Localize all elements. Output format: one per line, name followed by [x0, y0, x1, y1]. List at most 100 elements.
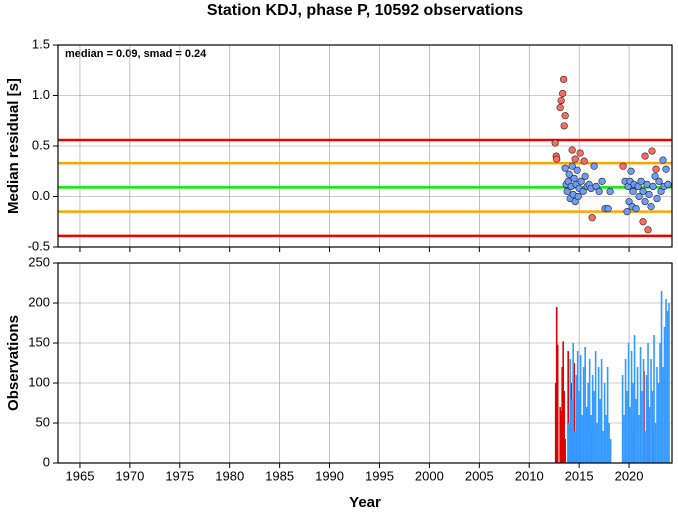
bar [567, 423, 570, 463]
point [577, 177, 585, 185]
point [659, 156, 667, 164]
point [662, 165, 670, 173]
bar [564, 439, 566, 463]
bar [623, 415, 625, 463]
bar [561, 367, 563, 463]
point [652, 165, 660, 173]
point [644, 226, 652, 234]
point [574, 192, 582, 201]
bar [588, 359, 591, 463]
bar [587, 383, 589, 463]
bar [590, 415, 592, 463]
bar [641, 391, 643, 463]
y-axis-label: Observations [5, 315, 22, 411]
bar [602, 431, 604, 463]
bar [554, 383, 557, 463]
bar [632, 383, 634, 463]
bar [629, 407, 631, 463]
bar [657, 383, 660, 463]
point [639, 218, 647, 226]
bar [635, 399, 637, 463]
bar [621, 375, 624, 463]
bar [636, 367, 639, 463]
point [649, 182, 657, 190]
point [557, 96, 565, 105]
point [623, 208, 631, 216]
y-tick-label: 0.5 [32, 137, 50, 152]
y-tick-label: -0.5 [28, 238, 50, 253]
bar [608, 423, 610, 463]
bar [662, 367, 664, 463]
point [641, 197, 649, 206]
bar [660, 291, 663, 463]
x-tick-label: 2015 [565, 468, 594, 483]
point [590, 162, 598, 170]
x-tick-label: 1980 [215, 468, 244, 483]
bar [651, 391, 654, 463]
bar [603, 383, 606, 463]
point [560, 75, 568, 83]
x-tick-label: 1990 [315, 468, 344, 483]
point [563, 187, 571, 196]
bar [645, 375, 648, 463]
bar [656, 367, 658, 463]
bar [581, 415, 583, 463]
point [570, 174, 578, 182]
y-tick-label: 150 [28, 334, 50, 349]
point [655, 177, 663, 185]
annotation: median = 0.09, smad = 0.24 [65, 48, 207, 60]
plot-frame [57, 44, 673, 248]
bar [573, 431, 576, 463]
point [571, 155, 579, 163]
point [635, 192, 643, 201]
bar [638, 415, 640, 463]
bar [648, 407, 651, 463]
point [573, 166, 581, 174]
bar [555, 307, 558, 463]
x-tick-label: 1970 [115, 468, 144, 483]
bar [584, 347, 586, 463]
point [643, 180, 651, 188]
point [627, 167, 635, 175]
point [595, 187, 603, 196]
point [565, 170, 573, 178]
bar [639, 347, 642, 463]
bar [591, 375, 594, 463]
bar [626, 391, 628, 463]
bar [633, 335, 636, 463]
y-tick-label: 1.0 [32, 87, 50, 102]
y-tick-label: 50 [36, 414, 50, 429]
point [653, 194, 661, 203]
bar [570, 399, 573, 463]
y-tick-label: 250 [28, 254, 50, 269]
x-tick-label: 1965 [66, 468, 95, 483]
point [588, 214, 596, 222]
point [561, 112, 569, 120]
y-tick-label: 1.5 [32, 36, 50, 51]
bar [569, 359, 571, 463]
bar [593, 391, 595, 463]
plot-frame [57, 262, 673, 464]
point [604, 205, 612, 213]
bar [606, 367, 609, 463]
bar [563, 391, 565, 463]
y-tick-label: 0.0 [32, 188, 50, 203]
point [559, 89, 567, 98]
bar [567, 351, 569, 463]
bar [579, 355, 582, 463]
y-axis-label: Median residual [s] [5, 78, 22, 214]
x-tick-label: 2000 [415, 468, 444, 483]
bar [572, 343, 574, 463]
y-tick-label: 0 [43, 454, 50, 469]
bar [624, 359, 627, 463]
bar [599, 399, 601, 463]
x-axis-label: Year [349, 494, 381, 511]
bar [647, 343, 649, 463]
point [629, 187, 637, 196]
x-tick-label: 2020 [615, 468, 644, 483]
x-tick-label: 2005 [465, 468, 494, 483]
y-tick-label: 100 [28, 374, 50, 389]
point [576, 149, 584, 157]
point [664, 180, 672, 188]
